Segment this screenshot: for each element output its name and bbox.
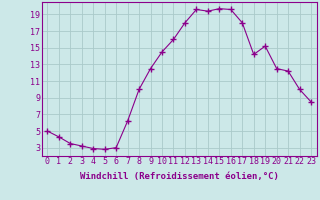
- X-axis label: Windchill (Refroidissement éolien,°C): Windchill (Refroidissement éolien,°C): [80, 172, 279, 181]
